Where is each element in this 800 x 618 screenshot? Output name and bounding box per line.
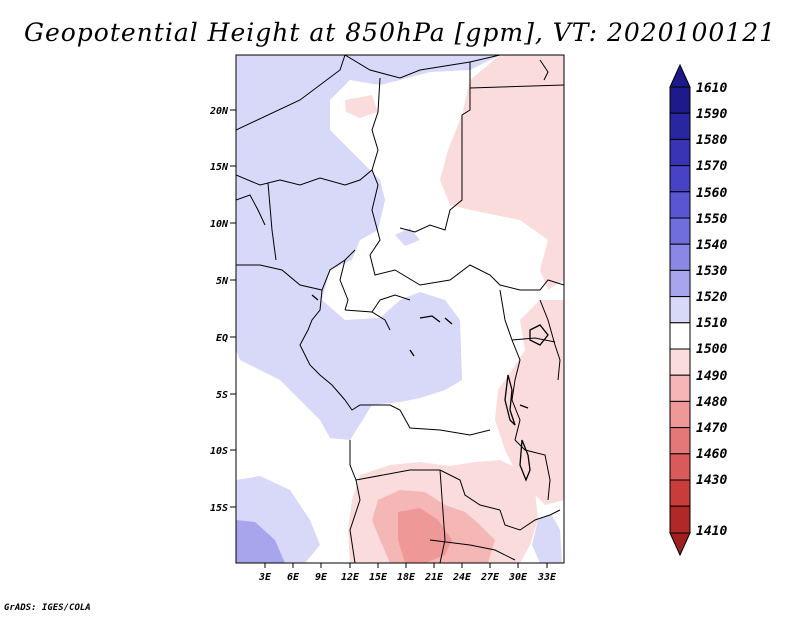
colorbar-label: 1550 (696, 212, 727, 227)
lon-label: 24E (452, 572, 472, 583)
colorbar-label: 1480 (696, 395, 727, 410)
map-frame (235, 54, 565, 564)
height-field-pink-northeast (440, 55, 564, 290)
colorbar-segment (669, 400, 691, 429)
colorbar-segment (669, 479, 691, 507)
colorbar-segment (669, 165, 691, 193)
colorbar-segment (669, 112, 691, 140)
colorbar-segment (669, 217, 691, 245)
colorbar-segment (669, 191, 691, 219)
colorbar-label: 1490 (696, 369, 727, 384)
colorbar-segment (669, 243, 691, 271)
lon-label: 3E (258, 572, 272, 583)
lon-label: 12E (341, 572, 360, 583)
lat-label: EQ (216, 333, 228, 344)
lat-label: 5S (216, 390, 228, 401)
height-field-blue-southwest-dark (236, 520, 285, 563)
lon-label: 30E (508, 572, 528, 583)
colorbar-label: 1460 (696, 447, 727, 462)
colorbar-label: 1560 (696, 186, 727, 201)
lat-label: 10N (210, 219, 229, 230)
longitude-axis: 3E 6E 9E 12E 15E 18E 21E 24E 27E 30E 33E (258, 563, 557, 583)
lat-label: 5N (216, 276, 229, 287)
colorbar-label: 1410 (696, 524, 727, 539)
map-panel (236, 55, 564, 563)
colorbar-segment (669, 269, 691, 298)
colorbar-bottom-arrow (669, 532, 691, 557)
colorbar-segment (669, 138, 691, 167)
colorbar-label: 1610 (696, 81, 727, 96)
height-field-pink-center (345, 95, 378, 118)
lon-label: 15E (369, 572, 388, 583)
latitude-axis: 20N 15N 10N 5N EQ 5S 10S 15S (209, 106, 236, 514)
colorbar-labels: 1610 1590 1580 1570 1560 1550 1540 1530 … (696, 81, 727, 539)
colorbar-label: 1430 (696, 473, 727, 488)
height-field-pink-east (495, 300, 564, 505)
colorbar-label: 1540 (696, 238, 727, 253)
colorbar-top-arrow (669, 63, 691, 88)
colorbar-label: 1590 (696, 107, 727, 122)
colorbar-label: 1570 (696, 159, 727, 174)
height-field-blue-north (236, 55, 500, 440)
height-field-blue-southeast (532, 515, 562, 563)
colorbar-segment (669, 348, 691, 376)
height-field-blue-patch (395, 228, 420, 246)
lakes (311, 294, 549, 482)
lon-label: 9E (315, 572, 328, 583)
colorbar-segment (669, 453, 691, 481)
lon-label: 6E (287, 572, 300, 583)
colorbar-segment (669, 322, 691, 350)
lon-label: 18E (397, 572, 416, 583)
lat-label: 20N (209, 106, 229, 117)
lat-label: 10S (210, 446, 228, 457)
colorbar-segment (669, 505, 691, 534)
colorbar-label: 1520 (696, 290, 727, 305)
colorbar-label: 1510 (696, 316, 727, 331)
lat-label: 15S (210, 503, 228, 514)
colorbar-label: 1530 (696, 264, 727, 279)
lon-label: 21E (424, 572, 444, 583)
colorbar-segment (669, 374, 691, 402)
colorbar-label: 1470 (696, 421, 727, 436)
lon-label: 27E (480, 572, 500, 583)
lon-label: 33E (537, 572, 557, 583)
colorbar-segment (669, 427, 691, 455)
colorbar-label: 1500 (696, 342, 727, 357)
colorbar-segment (669, 296, 691, 324)
height-field-pink-south-core (398, 508, 452, 563)
colorbar-label: 1580 (696, 133, 727, 148)
colorbar-segment (669, 86, 691, 114)
footer-credit: GrADS: IGES/COLA (4, 603, 91, 613)
map-title: Geopotential Height at 850hPa [gpm], VT:… (23, 18, 777, 47)
lat-label: 15N (210, 162, 229, 173)
colorbar (669, 86, 691, 534)
